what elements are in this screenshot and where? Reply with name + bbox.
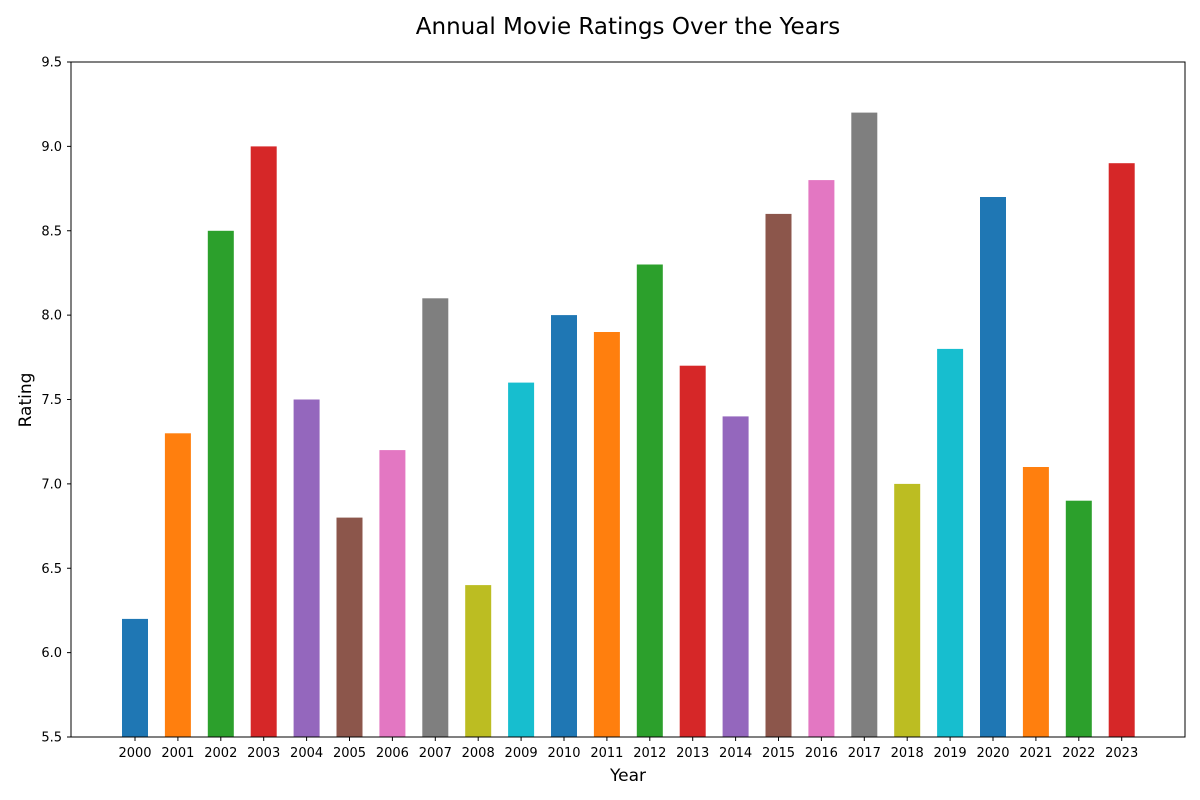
bar-2000	[122, 618, 148, 737]
y-tick-label: 6.5	[41, 562, 62, 577]
bar-2002	[207, 230, 234, 738]
bar-2015	[765, 213, 792, 737]
bar-2001	[164, 433, 191, 737]
x-tick-label: 2021	[1019, 746, 1052, 761]
bar-2008	[465, 585, 492, 737]
bar-2009	[508, 382, 535, 737]
bar-2021	[1022, 467, 1049, 737]
x-tick-label: 2004	[290, 746, 323, 761]
plot-frame	[70, 61, 1186, 738]
x-tick-label: 2014	[719, 746, 752, 761]
bar-2004	[293, 399, 320, 737]
bar-2011	[593, 332, 620, 737]
x-axis-label: Year	[609, 766, 646, 786]
x-axis: 2000 2001 2002 2003 2004 2005 2006 2007 2008 2009…	[118, 737, 1138, 761]
bar-2007	[422, 298, 449, 737]
x-tick-label: 2022	[1062, 746, 1095, 761]
x-tick-label: 2011	[590, 746, 623, 761]
x-tick-label: 2016	[805, 746, 838, 761]
bar-2020	[980, 197, 1006, 737]
x-tick-label: 2017	[848, 746, 881, 761]
bar-2018	[894, 483, 921, 737]
x-tick-label: 2007	[419, 746, 452, 761]
y-tick-label: 8.0	[41, 309, 62, 324]
x-tick-label: 2002	[204, 746, 237, 761]
bars-group	[122, 112, 1135, 738]
bar-2005	[336, 517, 363, 737]
bar-2013	[679, 365, 706, 737]
bar-2019	[937, 348, 964, 737]
y-tick-label: 5.5	[41, 731, 62, 746]
x-tick-label: 2001	[161, 746, 194, 761]
y-axis: 5.5 6.0 6.5 7.0 7.5 8.0 8.5 9.0 9.5	[41, 56, 71, 746]
bar-2010	[551, 315, 577, 737]
y-tick-label: 7.0	[41, 477, 62, 492]
x-tick-label: 2023	[1105, 746, 1138, 761]
y-tick-label: 7.5	[41, 393, 62, 408]
y-tick-label: 9.0	[41, 140, 62, 155]
bar-2016	[808, 180, 835, 738]
x-tick-label: 2020	[976, 746, 1009, 761]
bar-2014	[722, 416, 749, 737]
bar-2017	[851, 112, 878, 738]
x-tick-label: 2019	[934, 746, 967, 761]
x-tick-label: 2015	[762, 746, 795, 761]
x-tick-label: 2018	[891, 746, 924, 761]
x-tick-label: 2005	[333, 746, 366, 761]
x-tick-label: 2009	[505, 746, 538, 761]
x-tick-label: 2006	[376, 746, 409, 761]
bar-2006	[379, 450, 406, 737]
chart-title: Annual Movie Ratings Over the Years	[416, 14, 840, 40]
bar-2003	[250, 146, 277, 737]
x-tick-label: 2012	[633, 746, 666, 761]
y-tick-label: 6.0	[41, 646, 62, 661]
bar-2022	[1065, 500, 1092, 737]
x-tick-label: 2000	[118, 746, 151, 761]
x-tick-label: 2010	[547, 746, 580, 761]
x-tick-label: 2008	[462, 746, 495, 761]
y-axis-label: Rating	[16, 373, 36, 428]
bar-2012	[636, 264, 663, 737]
x-tick-label: 2003	[247, 746, 280, 761]
y-tick-label: 9.5	[41, 56, 62, 71]
bar-2023	[1108, 163, 1135, 737]
x-tick-label: 2013	[676, 746, 709, 761]
y-tick-label: 8.5	[41, 224, 62, 239]
